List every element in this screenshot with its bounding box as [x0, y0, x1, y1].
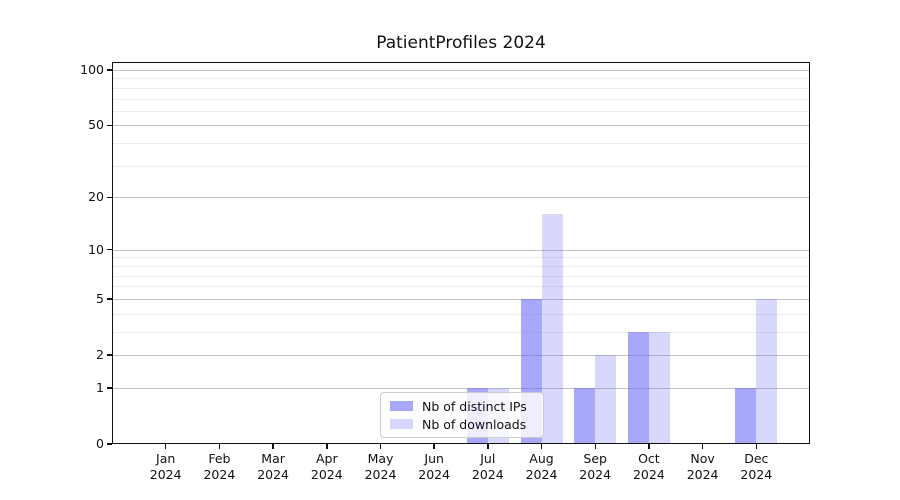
x-tick-label-jul: Jul 2024 [471, 451, 504, 482]
minor-gridline [112, 265, 810, 267]
x-tick [218, 444, 221, 449]
x-tick-label-oct: Oct 2024 [632, 451, 665, 482]
minor-gridline [112, 78, 810, 80]
legend: Nb of distinct IPs Nb of downloads [380, 392, 544, 438]
y-tick [107, 354, 112, 356]
bar-distinct-ips-oct [627, 331, 649, 444]
y-tick [107, 298, 112, 300]
legend-swatch-downloads [390, 419, 413, 429]
y-tick-label: 2 [96, 347, 104, 362]
y-tick-label: 50 [88, 117, 104, 133]
x-tick-label-apr: Apr 2024 [310, 451, 343, 482]
minor-gridline [112, 110, 810, 112]
y-tick [107, 69, 112, 71]
x-tick-label-jun: Jun 2024 [418, 451, 451, 482]
major-gridline [112, 70, 810, 71]
x-tick [594, 444, 596, 449]
x-tick-label-feb: Feb 2024 [203, 451, 236, 482]
bar-distinct-ips-dec [735, 387, 757, 444]
x-tick-label-mar: Mar 2024 [257, 451, 289, 482]
major-gridline [112, 387, 810, 389]
major-gridline [112, 197, 810, 199]
minor-gridline [112, 98, 810, 100]
y-tick [107, 196, 112, 198]
major-gridline [112, 125, 810, 127]
minor-gridline [112, 331, 810, 333]
y-tick [107, 387, 112, 389]
legend-entry-downloads: Nb of downloads [390, 416, 534, 432]
minor-gridline [112, 275, 810, 277]
x-tick [755, 444, 758, 449]
major-gridline [112, 249, 810, 251]
legend-label-distinct-ips: Nb of distinct IPs [422, 398, 527, 414]
x-tick [379, 444, 382, 449]
bar-downloads-oct [648, 331, 670, 444]
x-tick [540, 444, 543, 449]
x-tick [326, 444, 328, 449]
x-tick-label-sep: Sep 2024 [579, 451, 612, 482]
x-tick [272, 444, 274, 449]
x-tick [648, 444, 650, 449]
bar-downloads-sep [595, 355, 617, 444]
bar-downloads-aug [541, 214, 563, 444]
minor-gridline [112, 165, 810, 167]
x-tick-label-dec: Dec 2024 [740, 451, 773, 482]
legend-entry-distinct-ips: Nb of distinct IPs [390, 398, 534, 414]
x-tick-label-jan: Jan 2024 [149, 451, 182, 482]
y-tick [107, 248, 112, 251]
bar-downloads-dec [756, 298, 778, 444]
major-gridline [112, 355, 810, 356]
x-tick-label-nov: Nov 2024 [686, 451, 719, 482]
y-tick [107, 443, 112, 445]
x-tick-label-may: May 2024 [364, 451, 397, 482]
minor-gridline [112, 87, 810, 89]
plot-area [112, 62, 810, 444]
minor-gridline [112, 143, 810, 145]
x-tick [433, 444, 435, 449]
x-tick [164, 444, 167, 449]
x-tick [487, 444, 489, 449]
bar-distinct-ips-sep [574, 387, 596, 444]
x-tick [701, 444, 704, 449]
legend-swatch-distinct-ips [390, 401, 413, 411]
y-tick-label: 10 [88, 241, 104, 257]
y-tick [107, 124, 112, 127]
major-gridline [112, 298, 810, 300]
minor-gridline [112, 313, 810, 315]
y-tick-label: 1 [96, 379, 104, 395]
y-tick-label: 0 [96, 436, 104, 451]
y-tick-label: 5 [96, 290, 104, 306]
y-tick-label: 100 [80, 62, 104, 77]
chart-title: PatientProfiles 2024 [376, 33, 546, 53]
y-tick-label: 20 [88, 189, 104, 205]
x-tick-label-aug: Aug 2024 [525, 451, 558, 482]
minor-gridline [112, 257, 810, 259]
legend-label-downloads: Nb of downloads [422, 416, 527, 432]
minor-gridline [112, 286, 810, 288]
